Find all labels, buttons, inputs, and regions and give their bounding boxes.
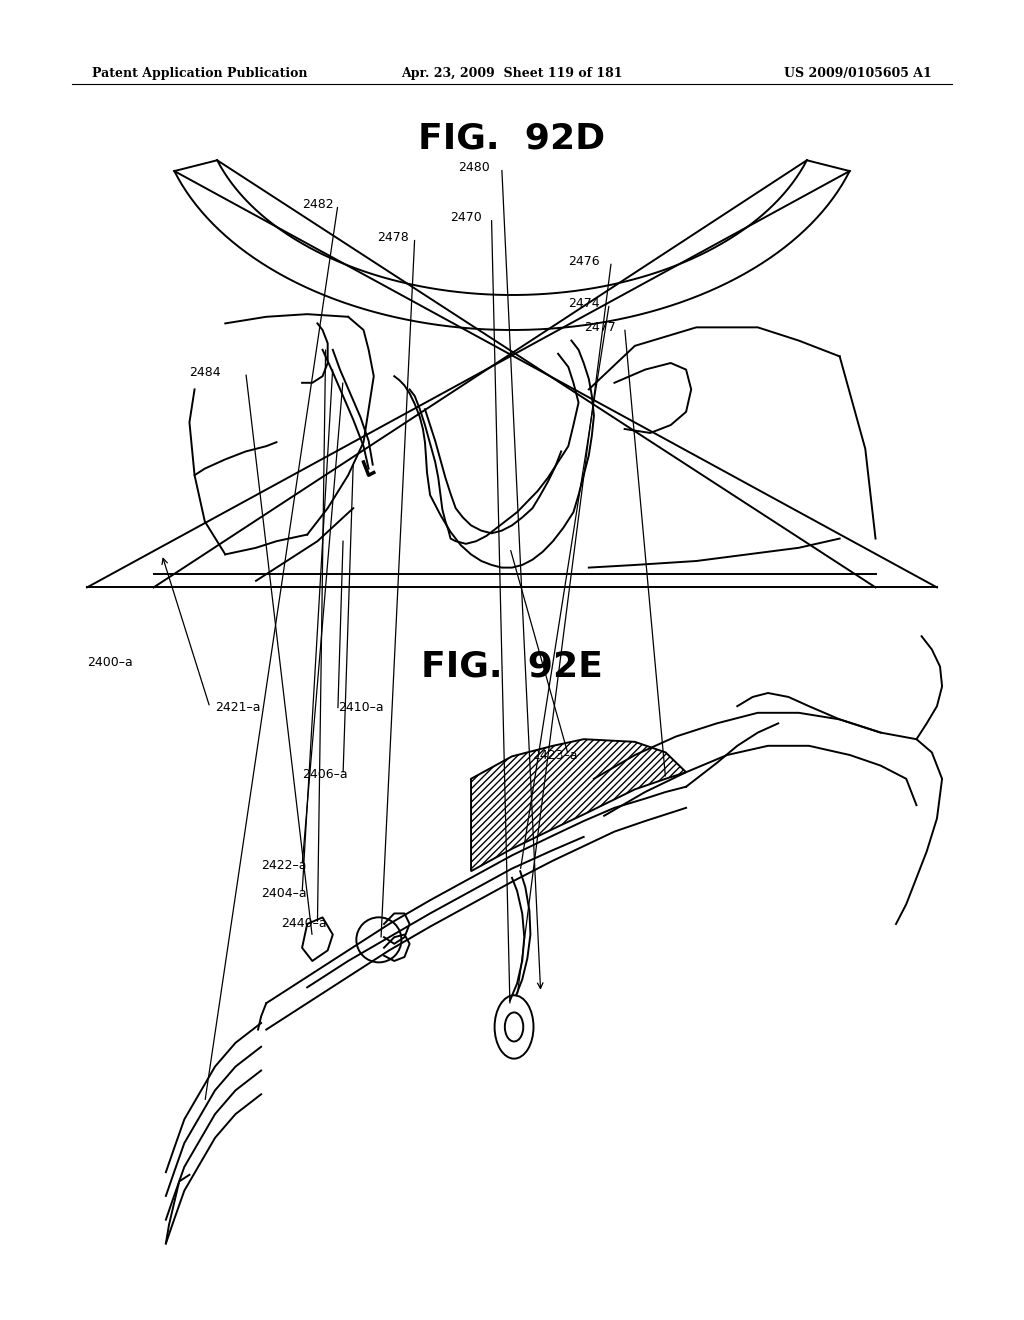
Text: 2410–a: 2410–a	[338, 701, 384, 714]
Text: Apr. 23, 2009  Sheet 119 of 181: Apr. 23, 2009 Sheet 119 of 181	[401, 67, 623, 81]
Text: 2406–a: 2406–a	[302, 768, 348, 781]
Text: 2404–a: 2404–a	[261, 887, 307, 900]
Text: 2423–a: 2423–a	[532, 748, 578, 762]
Text: FIG.  92E: FIG. 92E	[421, 649, 603, 684]
Text: 2480: 2480	[458, 161, 489, 174]
Text: 2478: 2478	[377, 231, 409, 244]
Text: US 2009/0105605 A1: US 2009/0105605 A1	[784, 67, 932, 81]
Text: 2440–a: 2440–a	[282, 917, 328, 931]
Text: 2476: 2476	[568, 255, 600, 268]
Text: 2477: 2477	[584, 321, 615, 334]
Text: 2421–a: 2421–a	[215, 701, 260, 714]
Text: 2484: 2484	[189, 366, 221, 379]
Text: 2400–a: 2400–a	[87, 656, 133, 669]
Text: Patent Application Publication: Patent Application Publication	[92, 67, 307, 81]
Text: FIG.  92D: FIG. 92D	[419, 121, 605, 156]
Text: 2470: 2470	[451, 211, 482, 224]
Text: 2422–a: 2422–a	[261, 859, 306, 873]
Polygon shape	[471, 739, 686, 871]
Text: 2474: 2474	[568, 297, 600, 310]
Text: 2482: 2482	[302, 198, 334, 211]
